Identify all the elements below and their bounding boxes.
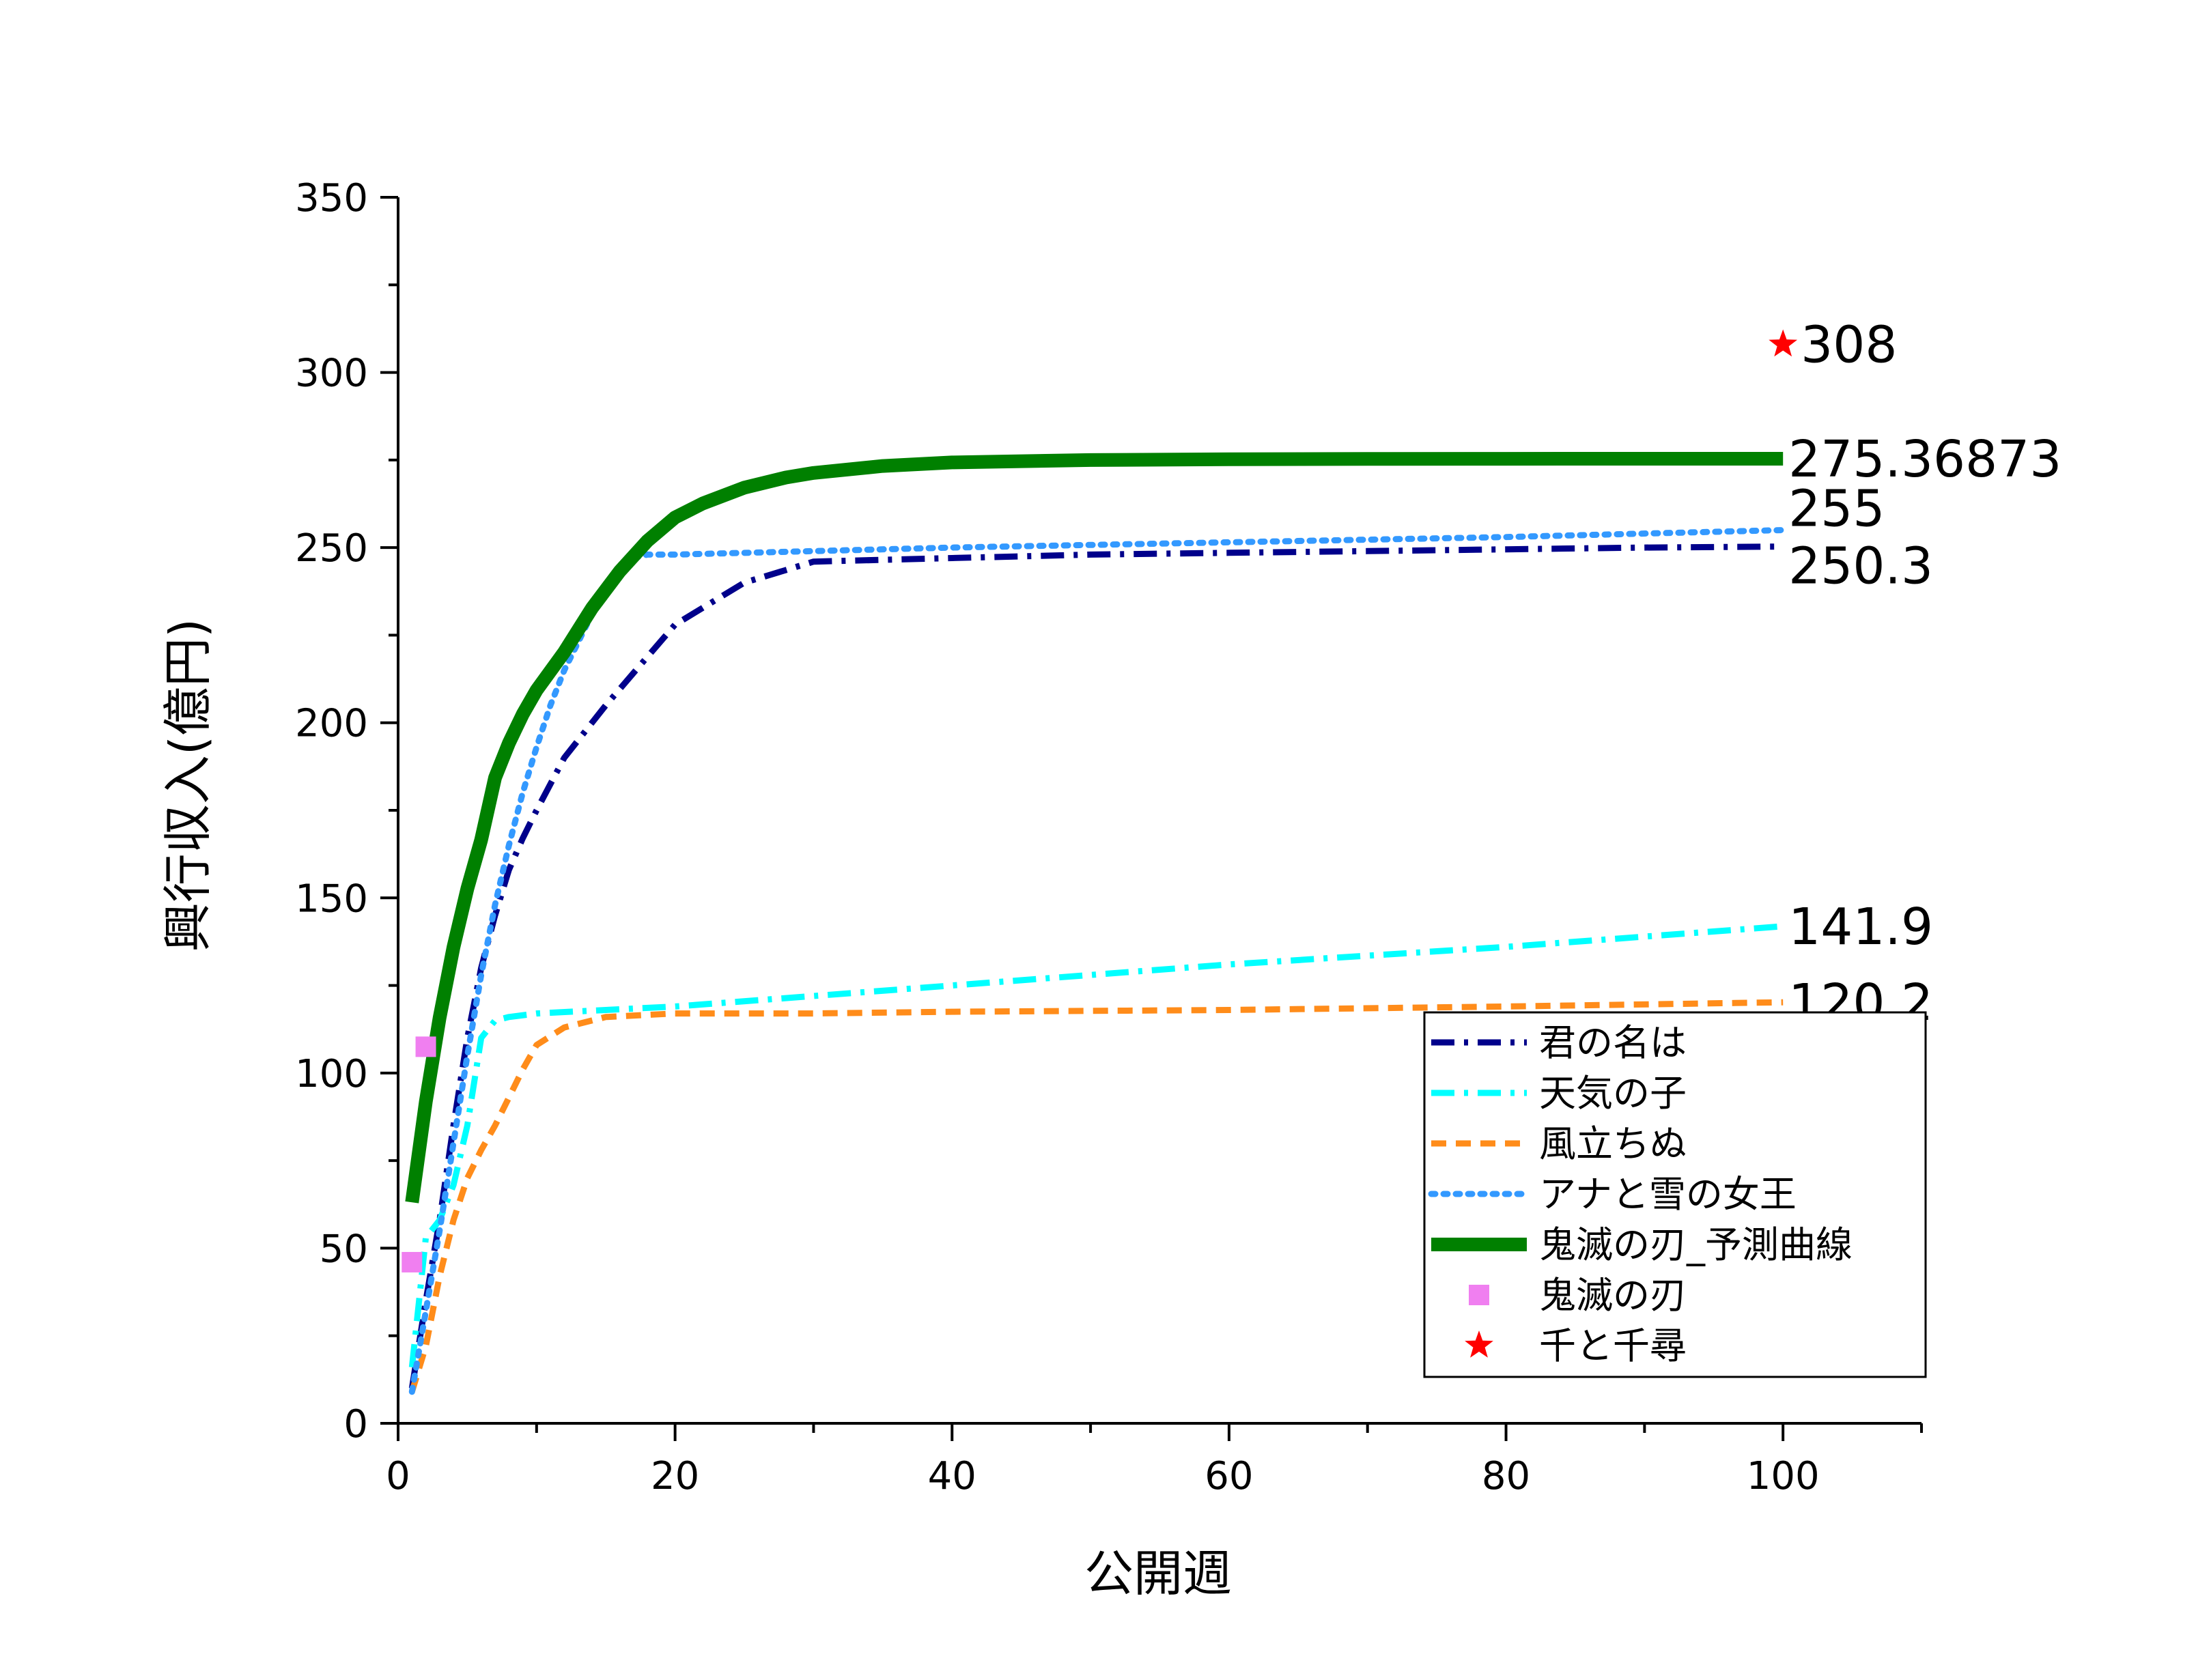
x-tick-label: 20 [651, 1454, 699, 1498]
legend-swatch [1469, 1285, 1489, 1305]
axes: 0 50 100 150 200 250 300 350 0 20 40 60 80 100 [295, 176, 1923, 1498]
end-label-1: 141.9 [1788, 898, 1933, 956]
legend-label: 君の名は [1539, 1021, 1687, 1064]
legend-label: アナと雪の女王 [1539, 1173, 1797, 1216]
x-tick-label: 40 [928, 1454, 976, 1498]
y-tick-label: 100 [295, 1052, 368, 1096]
scatter-point-star [1769, 329, 1798, 357]
legend-label: 千と千尋 [1539, 1324, 1687, 1367]
end-label-0: 250.3 [1788, 537, 1933, 596]
x-tick-label: 60 [1205, 1454, 1253, 1498]
x-tick-label: 80 [1482, 1454, 1530, 1498]
legend-label: 天気の子 [1539, 1072, 1687, 1115]
end-label-6: 308 [1801, 316, 1897, 375]
y-tick-label: 250 [295, 526, 368, 571]
end-label-4: 275.36873 [1788, 430, 2061, 489]
end-label-3: 255 [1788, 479, 1885, 538]
x-tick-label: 0 [386, 1454, 410, 1498]
legend-swatch [1465, 1330, 1493, 1358]
scatter-point-square [402, 1251, 423, 1272]
series-line-0 [408, 543, 1784, 1389]
scatter-point-square [415, 1036, 436, 1057]
series-line-4 [405, 452, 1784, 1204]
legend-label: 鬼滅の刃_予測曲線 [1539, 1223, 1853, 1266]
series-line-2 [408, 999, 1784, 1393]
legend-label: 風立ちぬ [1539, 1122, 1687, 1165]
series-line-3 [408, 527, 1786, 1395]
series-line-1 [408, 923, 1784, 1368]
x-tick-label: 100 [1747, 1454, 1820, 1498]
legend-label: 鬼滅の刃 [1539, 1274, 1687, 1317]
y-tick-label: 150 [295, 877, 368, 921]
plot-lines [402, 329, 1798, 1395]
y-tick-label: 50 [320, 1227, 368, 1271]
y-tick-label: 0 [343, 1402, 368, 1447]
x-axis-title: 公開週 [1084, 1545, 1232, 1602]
y-axis-title: 興行収入(億円) [159, 618, 216, 952]
y-tick-label: 350 [295, 176, 368, 220]
y-tick-label: 200 [295, 702, 368, 746]
y-tick-label: 300 [295, 352, 368, 396]
